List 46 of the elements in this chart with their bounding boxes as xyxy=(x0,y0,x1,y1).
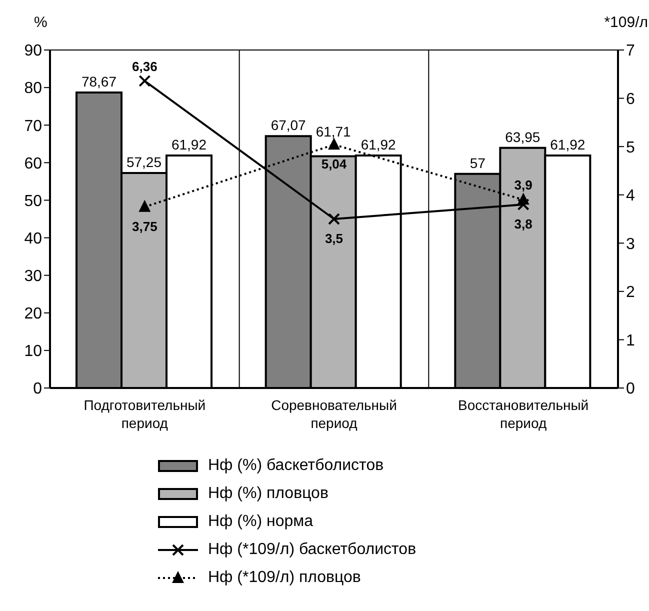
data-label: 61,71 xyxy=(316,124,352,140)
data-label: 3,75 xyxy=(132,218,158,234)
y-tick-label: 80 xyxy=(24,80,42,98)
x-tick-label: Восстановительный период xyxy=(458,397,589,431)
y-tick-label: 60 xyxy=(24,155,42,172)
y-tick-label: 50 xyxy=(24,192,42,210)
point xyxy=(517,192,530,205)
y2-tick-label: 0 xyxy=(626,380,635,398)
y2-tick-label: 6 xyxy=(626,90,635,108)
data-label: 3,5 xyxy=(324,231,344,246)
y-tick-label: 70 xyxy=(24,118,42,135)
legend-label: Нф (*109/л) пловцов xyxy=(208,569,361,587)
y2-tick-label: 1 xyxy=(626,332,635,350)
legend-label: Нф (%) баскетболистов xyxy=(208,457,384,475)
legend-label: Нф (*109/л) баскетболистов xyxy=(208,541,416,559)
data-label: 6,36 xyxy=(132,58,158,74)
y2-tick-label: 4 xyxy=(626,188,635,205)
y2-tick-label: 3 xyxy=(626,236,635,253)
y-tick-label: 20 xyxy=(24,306,42,323)
point xyxy=(138,200,151,212)
data-label: 67,07 xyxy=(270,117,306,134)
y2-tick-label: 7 xyxy=(626,42,635,60)
data-label: 61,92 xyxy=(171,136,207,152)
y-tick-label: 90 xyxy=(24,42,42,60)
point xyxy=(328,138,340,150)
y-axis-title: % xyxy=(34,14,48,31)
y-tick-label: 30 xyxy=(24,268,42,286)
legend-label: Нф (%) норма xyxy=(208,513,314,531)
y-tick-label: 40 xyxy=(24,230,42,248)
y-tick-label: 0 xyxy=(33,380,42,398)
y2-axis-title: *109/л xyxy=(604,14,648,31)
y2-tick-label: 5 xyxy=(626,139,635,156)
y-tick-label: 10 xyxy=(24,343,42,360)
data-label: 57,25 xyxy=(126,154,162,170)
data-label: 3,8 xyxy=(514,216,532,232)
x-tick-label: Соревновательный период xyxy=(271,397,397,431)
y2-tick-label: 2 xyxy=(626,284,635,302)
data-label: 78,67 xyxy=(81,74,117,90)
data-label: 63,95 xyxy=(505,128,540,145)
data-label: 5,04 xyxy=(321,156,348,172)
data-label: 61,92 xyxy=(360,136,396,152)
x-tick-label: Подготовительный период xyxy=(84,397,206,431)
data-label: 3,9 xyxy=(514,178,532,193)
data-label: 57 xyxy=(470,154,486,171)
data-label: 61,92 xyxy=(550,136,586,152)
legend-label: Нф (%) пловцов xyxy=(208,485,328,503)
